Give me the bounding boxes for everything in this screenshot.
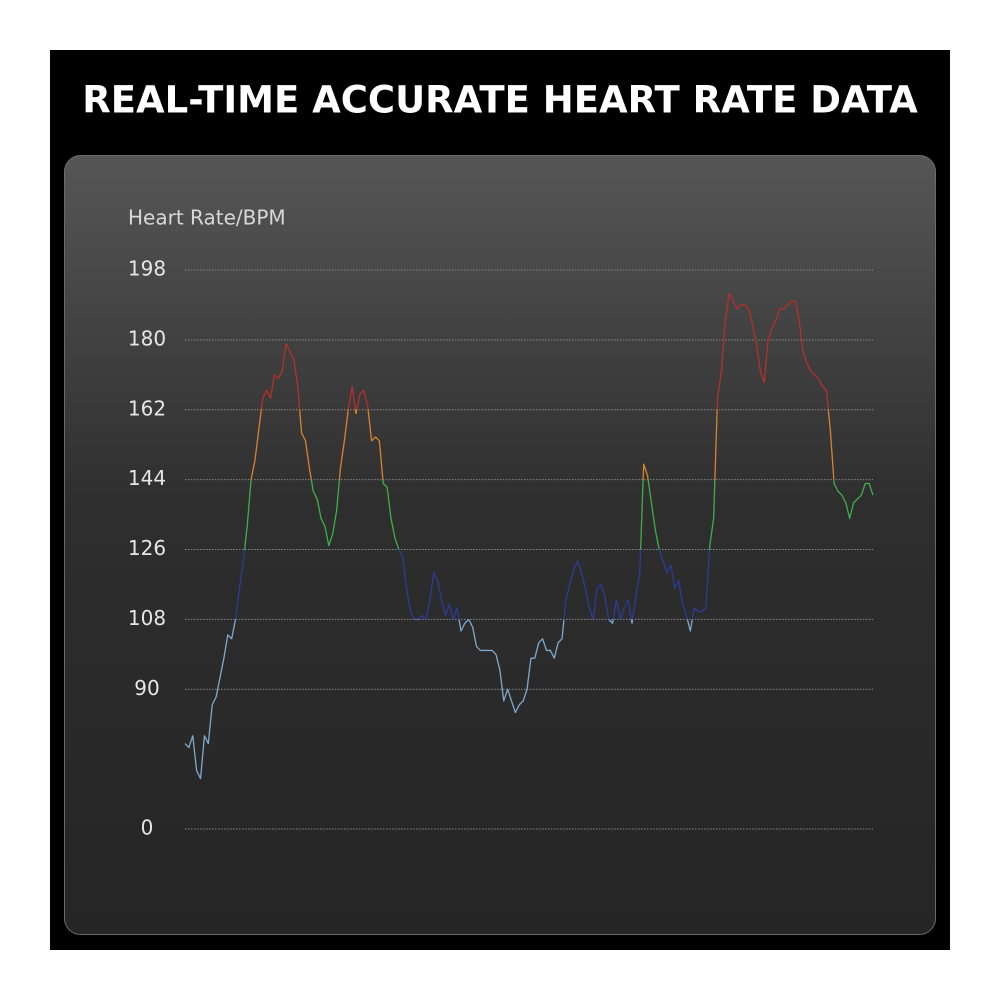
y-tick-label: 162 bbox=[128, 396, 166, 420]
y-axis-label: Heart Rate/BPM bbox=[128, 206, 286, 230]
heart-rate-line bbox=[184, 292, 874, 780]
y-tick-label: 198 bbox=[128, 257, 166, 281]
y-tick-label: 90 bbox=[134, 676, 159, 700]
panel bbox=[64, 155, 936, 935]
y-tick-label: 108 bbox=[128, 606, 166, 630]
y-tick-label: 126 bbox=[128, 536, 166, 560]
y-tick-label: 0 bbox=[141, 816, 154, 840]
chart-title: REAL-TIME ACCURATE HEART RATE DATA bbox=[82, 79, 918, 122]
y-tick-label: 180 bbox=[128, 326, 166, 350]
y-tick-label: 144 bbox=[128, 466, 166, 490]
